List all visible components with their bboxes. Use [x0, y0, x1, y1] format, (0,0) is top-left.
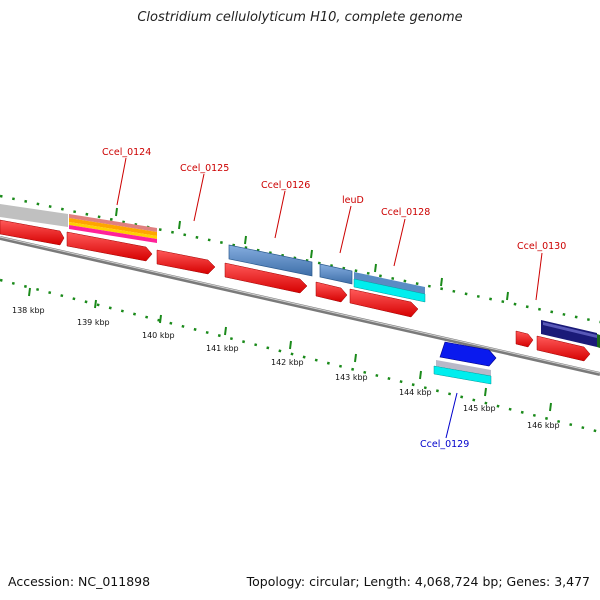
gene-feature-edge[interactable]	[597, 334, 600, 348]
outer-tick-line	[0, 194, 600, 324]
cds-arrow-7[interactable]	[515, 330, 534, 348]
cds-arrow-5[interactable]	[315, 281, 348, 303]
scale-label-145: 145 kbp	[463, 404, 496, 413]
gene-label-Ccel_0130[interactable]: Ccel_0130	[517, 241, 566, 252]
cds-arrows	[0, 219, 591, 362]
scale-label-141: 141 kbp	[206, 344, 239, 353]
cds-arrow-4[interactable]	[224, 262, 308, 294]
gene-label-Ccel_0125[interactable]: Ccel_0125	[180, 163, 229, 174]
gene-feature-Ccel_0128-cyan[interactable]	[353, 278, 426, 303]
genome-summary: Topology: circular; Length: 4,068,724 bp…	[246, 574, 590, 589]
scale-label-138: 138 kbp	[12, 306, 45, 315]
cds-arrow-6[interactable]	[349, 288, 419, 318]
inner-tick-line	[0, 278, 600, 434]
cds-arrow-2[interactable]	[66, 231, 153, 262]
gene-feature-Ccel_0129-grey[interactable]	[436, 360, 491, 376]
gene-label-Ccel_0129[interactable]: Ccel_0129	[420, 439, 469, 450]
accession-label: Accession: NC_011898	[8, 574, 151, 589]
gene-feature-reverse-blue[interactable]	[439, 341, 497, 367]
gene-feature-Ccel_0128-blue[interactable]	[354, 272, 425, 294]
gene-feature-Ccel_0130-highlight	[543, 322, 597, 338]
gene-feature-Ccel_0126[interactable]	[228, 244, 313, 277]
gene-label-Ccel_0128[interactable]: Ccel_0128	[381, 207, 430, 218]
genome-backbone	[0, 236, 600, 376]
gene-feature-leuD[interactable]	[319, 263, 353, 285]
scale-label-146: 146 kbp	[527, 421, 560, 430]
scale-label-140: 140 kbp	[142, 331, 175, 340]
gene-label-Ccel_0126[interactable]: Ccel_0126	[261, 180, 310, 191]
genome-title: Clostridium cellulolyticum H10, complete…	[137, 10, 463, 25]
gene-label-leuD[interactable]: leuD	[342, 195, 364, 206]
label-leaders	[116, 157, 543, 439]
cds-arrow-8[interactable]	[536, 335, 591, 362]
cds-arrow-1[interactable]	[0, 219, 65, 246]
scale-label-144: 144 kbp	[399, 388, 432, 397]
outer-major-ticks	[115, 207, 509, 301]
scale-label-139: 139 kbp	[77, 318, 110, 327]
gene-feature-Ccel_0129-cyan[interactable]	[433, 365, 492, 385]
scale-label-143: 143 kbp	[335, 373, 368, 382]
gene-feature-Ccel_0124-multi[interactable]	[69, 214, 157, 243]
cds-arrow-3[interactable]	[156, 249, 216, 275]
scale-label-142: 142 kbp	[271, 358, 304, 367]
gene-label-Ccel_0124[interactable]: Ccel_0124	[102, 147, 151, 158]
genome-backbone-highlight	[0, 236, 600, 374]
inner-major-ticks	[28, 287, 552, 412]
gene-feature-grey[interactable]	[0, 204, 68, 227]
